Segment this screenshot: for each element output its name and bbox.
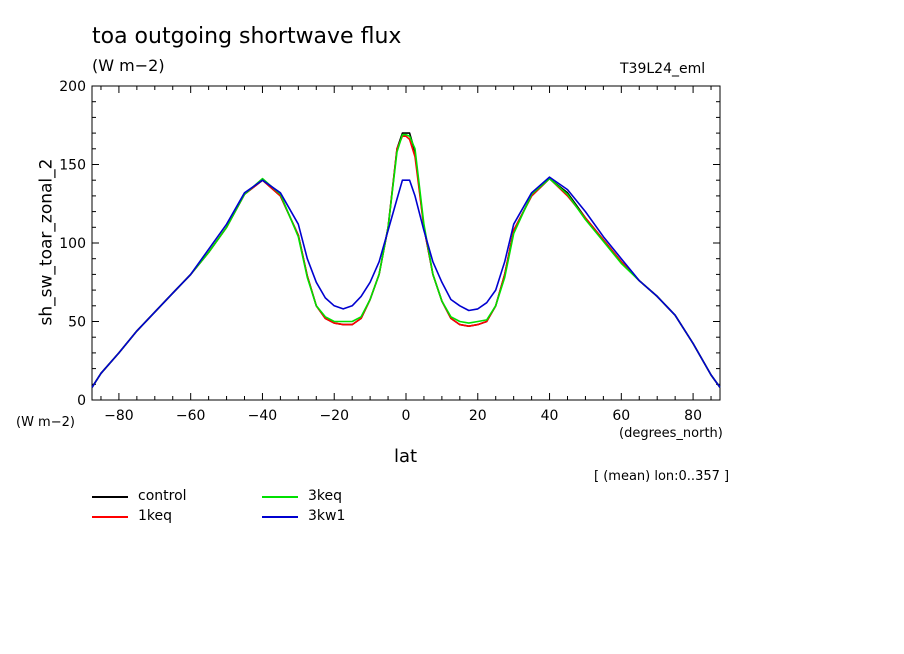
chart-subtitle-units: (W m−2): [92, 56, 165, 75]
series-line-3keq: [91, 133, 721, 388]
series-line-3kw1: [91, 176, 721, 388]
legend-label: 3kw1: [308, 508, 346, 524]
x-tick-label: 40: [541, 408, 559, 424]
x-tick-label: 20: [469, 408, 487, 424]
legend-swatch: [262, 516, 298, 518]
x-tick-label: 80: [684, 408, 702, 424]
legend-label: control: [138, 488, 187, 504]
chart-title: toa outgoing shortwave flux: [92, 24, 402, 49]
legend-label: 3keq: [308, 488, 343, 504]
y-units-label: (W m−2): [16, 415, 75, 430]
x-tick-label: −40: [248, 408, 278, 424]
legend-label: 1keq: [138, 508, 173, 524]
x-tick-label: 0: [402, 408, 411, 424]
legend-swatch: [92, 516, 128, 518]
legend-swatch: [92, 496, 128, 498]
legend-swatch: [262, 496, 298, 498]
y-tick-label: 50: [68, 315, 86, 331]
series-line-1keq: [91, 135, 721, 388]
x-tick-label: 60: [612, 408, 630, 424]
averaging-note: [ (mean) lon:0..357 ]: [594, 469, 730, 484]
x-units-label: (degrees_north): [619, 426, 723, 441]
x-tick-label: −60: [176, 408, 206, 424]
series-line-control: [91, 132, 721, 388]
run-id-label: T39L24_eml: [620, 61, 706, 77]
y-tick-label: 150: [59, 158, 86, 174]
x-axis-label: lat: [394, 446, 418, 467]
x-tick-label: −80: [104, 408, 134, 424]
y-tick-label: 200: [59, 79, 86, 95]
y-tick-label: 100: [59, 236, 86, 252]
x-tick-label: −20: [319, 408, 349, 424]
y-tick-label: 0: [77, 393, 86, 409]
